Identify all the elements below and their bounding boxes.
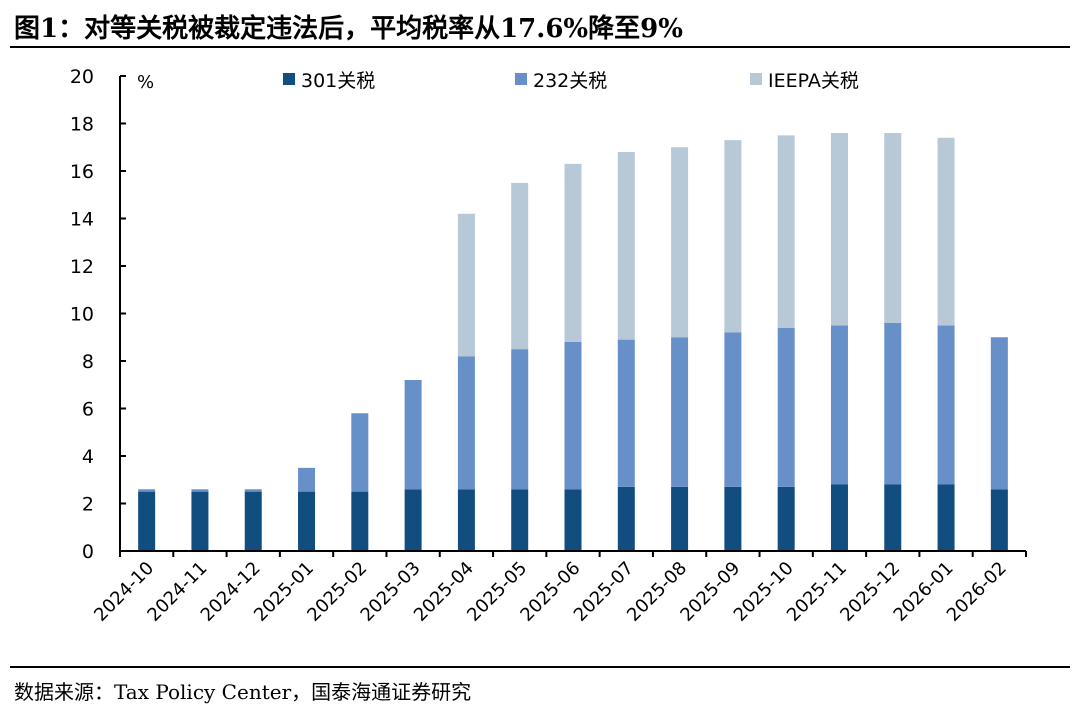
bar-segment [191, 489, 209, 492]
x-tick-label: 2026-02 [943, 558, 1011, 626]
legend-swatch [283, 73, 295, 85]
source-note: 数据来源：Tax Policy Center，国泰海通证券研究 [14, 680, 472, 704]
bar-segment [724, 486, 742, 551]
legend-label: 232关税 [533, 70, 607, 92]
bar-segment [937, 484, 955, 551]
bar-segment [617, 152, 635, 340]
bar-segment [511, 182, 529, 350]
y-tick-label: 6 [82, 399, 94, 421]
y-tick-label: 20 [70, 66, 94, 88]
bar-segment [830, 325, 848, 485]
bar-segment [937, 325, 955, 485]
bar-segment [671, 147, 689, 338]
bar-segment [564, 489, 582, 551]
footer-divider [10, 666, 1070, 668]
legend-swatch [515, 73, 527, 85]
y-tick-label: 16 [70, 161, 94, 183]
y-tick-label: 4 [82, 446, 94, 468]
bar-segment [617, 339, 635, 487]
bar-segment [457, 213, 475, 357]
bar-segment [777, 135, 795, 328]
bar-segment [404, 380, 422, 490]
legend-swatch [750, 73, 762, 85]
y-tick-label: 14 [70, 209, 94, 231]
bar-segment [830, 133, 848, 326]
bar-segment [724, 332, 742, 487]
bar-segment [457, 489, 475, 551]
bar-segment [937, 137, 955, 326]
bar-segment [457, 356, 475, 490]
bar-segment [511, 489, 529, 551]
bar-segment [564, 342, 582, 490]
bar-segment [298, 467, 316, 492]
bar-segment [724, 140, 742, 333]
y-tick-label: 8 [82, 351, 94, 373]
bar-segment [777, 486, 795, 551]
y-tick-label: 10 [70, 304, 94, 326]
title-divider [10, 46, 1070, 48]
bar-segment [138, 491, 156, 551]
bar-segment [990, 489, 1008, 551]
legend-label: 301关税 [301, 70, 375, 92]
bar-segment [884, 323, 902, 485]
y-tick-label: 2 [82, 494, 94, 516]
bar-segment [617, 486, 635, 551]
legend-label: IEEPA关税 [768, 70, 859, 92]
y-tick-label: 18 [70, 114, 94, 136]
bar-segment [564, 163, 582, 342]
bar-segment [830, 484, 848, 551]
bar-segment [351, 413, 369, 492]
bar-segment [244, 489, 262, 492]
bar-segment [777, 327, 795, 487]
y-tick-label: 12 [70, 256, 94, 278]
bar-segment [884, 484, 902, 551]
bar-segment [511, 349, 529, 490]
bar-segment [671, 486, 689, 551]
chart-title: 图1：对等关税被裁定违法后，平均税率从17.6%降至9% [14, 14, 683, 44]
bar-segment [884, 133, 902, 323]
y-tick-label: 0 [82, 541, 94, 563]
bar-segment [191, 491, 209, 551]
bar-segment [990, 337, 1008, 490]
bar-segment [138, 489, 156, 492]
bar-segment [671, 337, 689, 487]
bar-segment [404, 489, 422, 551]
bar-segment [351, 491, 369, 551]
y-axis-unit: % [137, 72, 154, 93]
bar-segment [298, 491, 316, 551]
bar-segment [244, 491, 262, 551]
